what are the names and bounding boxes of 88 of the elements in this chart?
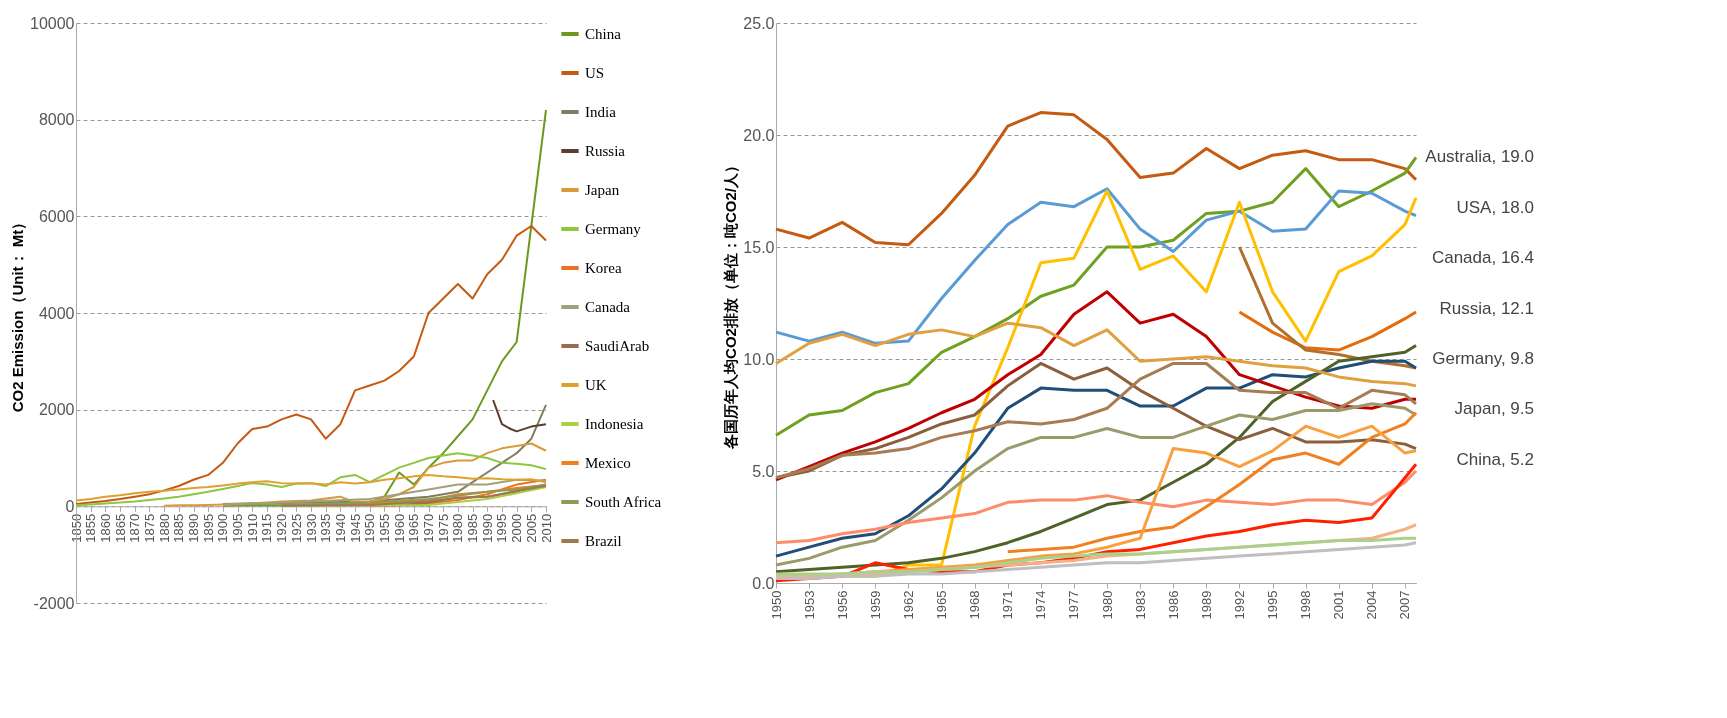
- x-tick-label: 1985: [465, 513, 481, 543]
- x-tick-label: 1992: [1231, 590, 1247, 620]
- legend-label: South Africa: [585, 494, 662, 510]
- x-tick-label: 2007: [1397, 590, 1413, 620]
- x-tick-label: 2000: [509, 513, 525, 543]
- x-tick-label: 1971: [1000, 590, 1016, 620]
- x-tick-label: 1956: [834, 590, 850, 620]
- y-tick-label: 15.0: [743, 238, 775, 256]
- x-tick-label: 1975: [435, 513, 451, 543]
- legend-label: US: [585, 65, 605, 81]
- x-tick-label: 1920: [274, 513, 290, 543]
- x-tick-label: 1970: [421, 513, 436, 543]
- y-tick-label: 20.0: [743, 126, 775, 144]
- text: China, 5.2: [1456, 449, 1534, 469]
- x-tick-label: 1925: [288, 513, 304, 543]
- x-tick-label: 1995: [494, 513, 510, 543]
- x-tick-label: 1955: [376, 513, 392, 543]
- y-axis-title: CO2 Emission（Unit： Mt）: [9, 214, 27, 413]
- x-tick-label: 1900: [215, 513, 231, 543]
- x-tick-label: 1870: [127, 513, 143, 543]
- y-tick-label: 25.0: [743, 14, 775, 32]
- x-tick-label: 1960: [391, 513, 407, 543]
- x-tick-label: 1980: [450, 513, 466, 543]
- x-tick-label: 1895: [200, 513, 216, 543]
- text: Germany, 9.8: [1432, 349, 1534, 368]
- y-tick-label: 4000: [38, 304, 75, 322]
- x-tick-label: 1910: [244, 513, 260, 543]
- y-tick-label: 5.0: [752, 462, 775, 480]
- x-tick-label: 1935: [318, 513, 334, 543]
- x-tick-label: 1995: [1265, 590, 1281, 620]
- y-tick-label: 0: [65, 497, 75, 515]
- x-tick-label: 1990: [479, 513, 495, 543]
- legend-label: Russia: [585, 143, 626, 159]
- legend-label: Brazil: [585, 533, 622, 549]
- y-tick-label: 10.0: [743, 350, 775, 368]
- legend-label: SaudiArab: [585, 338, 650, 354]
- text: Russia, 12.1: [1439, 298, 1534, 318]
- x-tick-label: 2005: [523, 513, 539, 543]
- x-tick-label: 1945: [347, 513, 363, 543]
- text: Canada, 16.4: [1431, 248, 1534, 268]
- text: USA, 18.0: [1456, 197, 1534, 217]
- legend-label: UK: [585, 377, 607, 393]
- x-tick-label: 1986: [1165, 590, 1181, 620]
- x-tick-label: 1880: [156, 513, 172, 543]
- y-tick-label: 10000: [30, 14, 75, 32]
- text: Japan, 9.5: [1454, 399, 1534, 419]
- x-tick-label: 1865: [112, 513, 128, 543]
- x-tick-label: 1953: [801, 590, 817, 620]
- x-tick-label: 2001: [1331, 590, 1347, 620]
- x-tick-label: 1998: [1298, 590, 1314, 620]
- y-axis-title: 各国历年人均CO2排放（单位：吨CO2/人）: [722, 158, 740, 450]
- legend-label: India: [585, 104, 617, 120]
- legend-label: Japan: [585, 182, 620, 198]
- y-tick-label: -2000: [33, 594, 75, 612]
- x-tick-label: 1950: [362, 513, 378, 543]
- x-tick-label: 2004: [1364, 590, 1380, 620]
- x-tick-label: 2010: [538, 513, 554, 543]
- x-tick-label: 1965: [406, 513, 422, 543]
- x-tick-label: 1915: [259, 513, 275, 543]
- x-tick-label: 1965: [934, 590, 950, 620]
- legend-label: China: [585, 26, 622, 42]
- x-tick-label: 1980: [1099, 590, 1115, 620]
- legend-label: Germany: [585, 221, 642, 237]
- x-tick-label: 1959: [867, 590, 883, 620]
- x-tick-label: 1950: [768, 590, 784, 620]
- x-tick-label: 1905: [230, 513, 246, 543]
- y-tick-label: 0.0: [752, 574, 775, 592]
- y-tick-label: 2000: [38, 401, 75, 419]
- legend-label: Canada: [585, 299, 631, 315]
- x-tick-label: 1930: [303, 513, 319, 543]
- x-tick-label: 1855: [83, 513, 99, 543]
- x-tick-label: 1860: [97, 513, 113, 543]
- legend-label: Mexico: [585, 455, 631, 471]
- y-tick-label: 8000: [38, 111, 75, 129]
- legend-label: Korea: [585, 260, 622, 276]
- x-tick-label: 1983: [1132, 590, 1148, 620]
- x-tick-label: 1890: [186, 513, 201, 543]
- x-tick-label: 1968: [967, 590, 983, 620]
- x-tick-label: 1940: [332, 513, 348, 543]
- x-tick-label: 1962: [900, 590, 916, 620]
- x-tick-label: 1885: [171, 513, 187, 543]
- y-tick-label: 6000: [38, 207, 75, 225]
- x-tick-label: 1974: [1033, 590, 1049, 620]
- text: Australia, 19.0: [1425, 147, 1534, 167]
- x-tick-label: 1989: [1198, 590, 1214, 620]
- x-tick-label: 1875: [141, 513, 157, 543]
- x-tick-label: 1977: [1066, 590, 1082, 620]
- legend-label: Indonesia: [585, 416, 644, 432]
